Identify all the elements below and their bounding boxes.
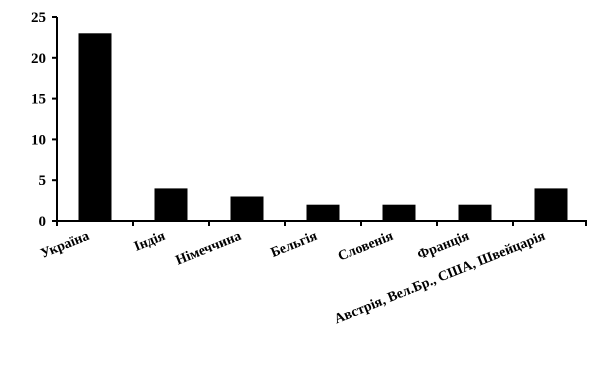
bar xyxy=(78,33,112,221)
category-label: Україна xyxy=(39,229,92,262)
y-tick-label: 25 xyxy=(31,10,46,26)
bar xyxy=(382,204,416,221)
bar xyxy=(458,204,492,221)
category-label: Франція xyxy=(415,229,471,263)
bar xyxy=(306,204,340,221)
bar xyxy=(534,188,568,221)
category-label: Індія xyxy=(132,229,168,255)
y-tick-label: 20 xyxy=(31,51,46,67)
y-axis: 0 5 10 15 20 25 xyxy=(31,10,58,230)
category-label: Бельгія xyxy=(269,229,320,261)
category-labels: Україна Індія Німеччина Бельгія Словенія Фран… xyxy=(39,229,548,328)
y-tick-label: 15 xyxy=(31,92,46,108)
x-axis xyxy=(56,220,587,226)
category-label: Німеччина xyxy=(174,229,244,269)
bar xyxy=(154,188,188,221)
y-tick-label: 0 xyxy=(39,214,47,230)
y-tick-label: 10 xyxy=(31,132,46,148)
bar xyxy=(230,196,264,221)
y-tick-label: 5 xyxy=(39,173,47,189)
bars xyxy=(78,33,568,221)
category-label: Словенія xyxy=(336,229,396,265)
